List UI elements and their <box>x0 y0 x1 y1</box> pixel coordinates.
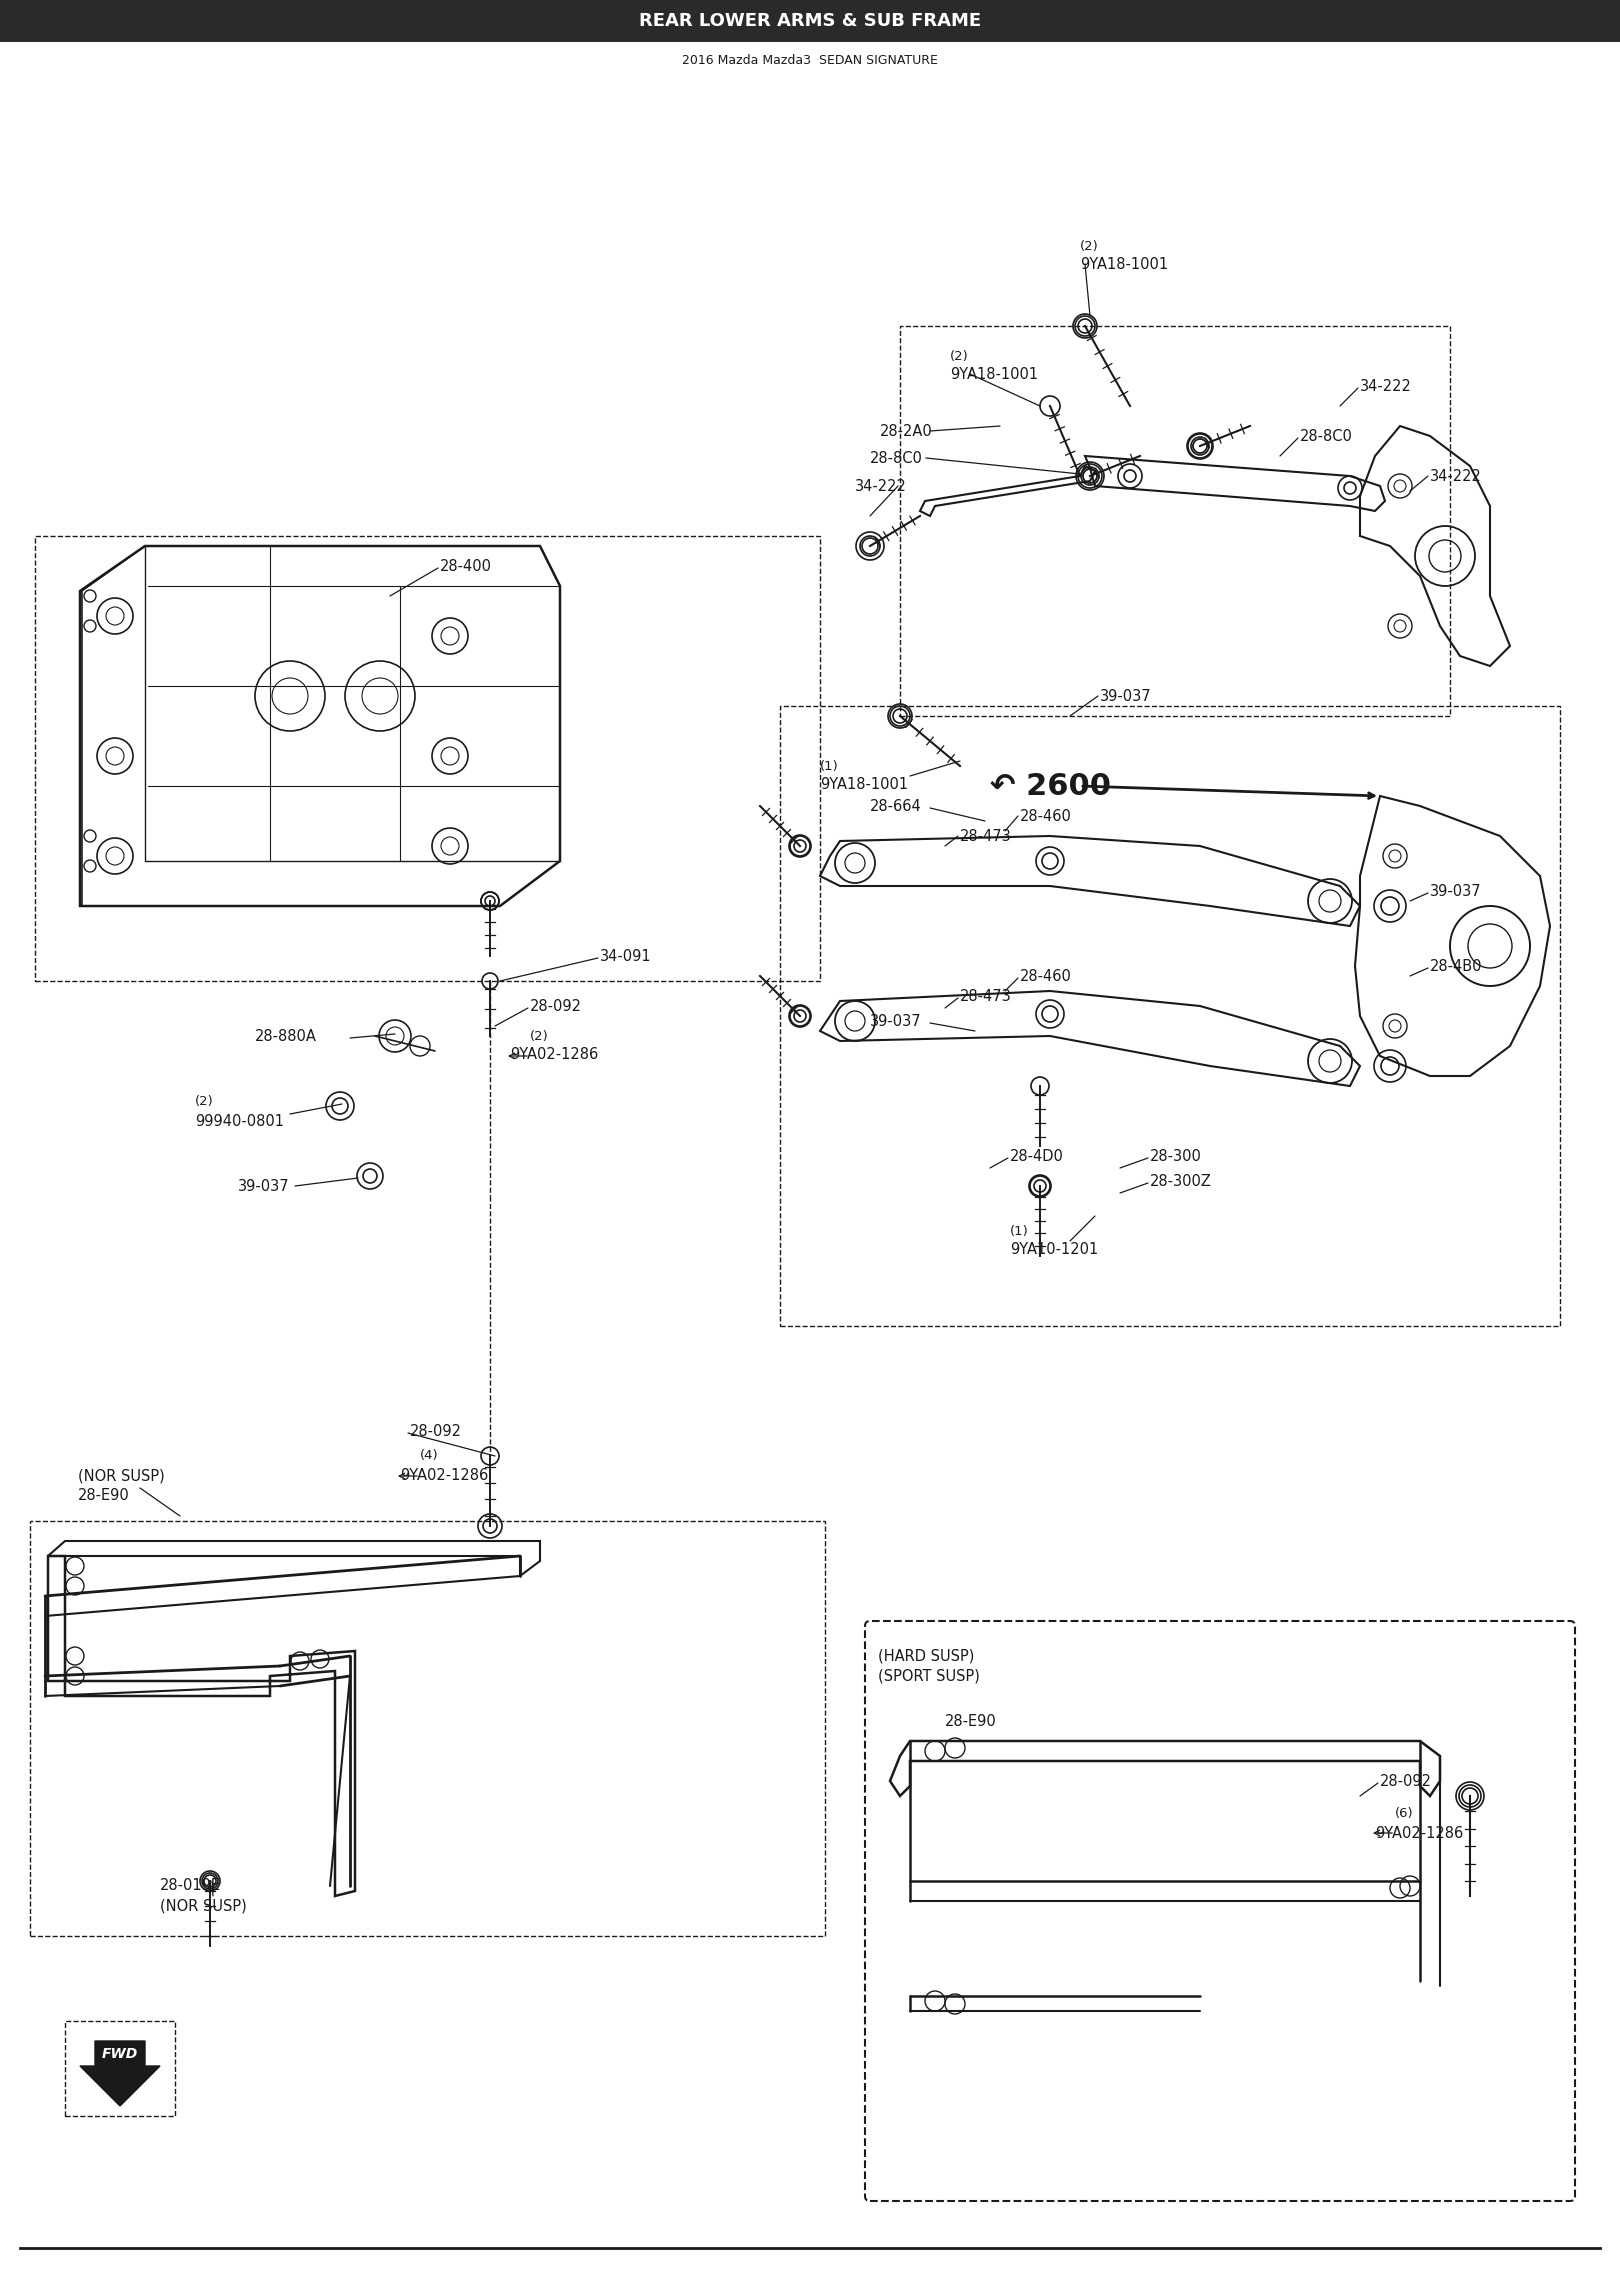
Text: 28-092: 28-092 <box>530 999 582 1013</box>
Text: 99940-0801: 99940-0801 <box>194 1113 284 1129</box>
Bar <box>779 706 1560 1327</box>
Text: 9YA10-1201: 9YA10-1201 <box>1009 1240 1098 1256</box>
Text: 28-300Z: 28-300Z <box>1150 1174 1212 1188</box>
Bar <box>65 2021 175 2117</box>
Text: (4): (4) <box>420 1450 439 1463</box>
Text: 39-037: 39-037 <box>870 1013 922 1029</box>
Text: 28-400: 28-400 <box>441 558 492 574</box>
Text: 28-8C0: 28-8C0 <box>1299 428 1353 444</box>
Text: (NOR SUSP): (NOR SUSP) <box>78 1468 165 1484</box>
Text: 2016 Mazda Mazda3  SEDAN SIGNATURE: 2016 Mazda Mazda3 SEDAN SIGNATURE <box>682 55 938 66</box>
Text: (6): (6) <box>1395 1807 1414 1821</box>
Bar <box>901 325 1450 717</box>
Text: 28-8C0: 28-8C0 <box>870 451 923 467</box>
Text: 9YA18-1001: 9YA18-1001 <box>1081 257 1168 271</box>
Text: (1): (1) <box>820 760 839 772</box>
Text: (SPORT SUSP): (SPORT SUSP) <box>878 1668 980 1684</box>
Text: (2): (2) <box>194 1095 214 1108</box>
Text: 28-460: 28-460 <box>1021 970 1072 983</box>
Text: 39-037: 39-037 <box>1100 690 1152 703</box>
Text: 28-4B0: 28-4B0 <box>1430 958 1482 974</box>
Bar <box>36 537 820 981</box>
Text: 28-019E: 28-019E <box>160 1878 220 1894</box>
Text: 39-037: 39-037 <box>238 1179 290 1193</box>
Text: 28-E90: 28-E90 <box>944 1714 996 1727</box>
Text: (2): (2) <box>949 351 969 362</box>
Text: (HARD SUSP): (HARD SUSP) <box>878 1648 974 1664</box>
Text: 28-300: 28-300 <box>1150 1149 1202 1163</box>
Text: 28-4D0: 28-4D0 <box>1009 1149 1064 1163</box>
Text: 9YA02-1286: 9YA02-1286 <box>510 1047 598 1061</box>
Text: 28-664: 28-664 <box>870 799 922 813</box>
Text: 28-473: 28-473 <box>961 828 1012 844</box>
Polygon shape <box>79 2042 160 2105</box>
Text: (NOR SUSP): (NOR SUSP) <box>160 1898 246 1914</box>
Text: 39-037: 39-037 <box>1430 883 1482 899</box>
Text: 9YA02-1286: 9YA02-1286 <box>400 1468 488 1484</box>
Text: 28-2A0: 28-2A0 <box>880 423 933 439</box>
Text: 28-460: 28-460 <box>1021 808 1072 824</box>
Text: ↶ 2600: ↶ 2600 <box>990 772 1111 801</box>
Text: 9YA18-1001: 9YA18-1001 <box>820 776 909 792</box>
Text: 34-222: 34-222 <box>855 478 907 494</box>
Text: FWD: FWD <box>102 2046 138 2062</box>
Text: (1): (1) <box>1009 1224 1029 1238</box>
Text: (2): (2) <box>1081 239 1098 253</box>
Text: 34-091: 34-091 <box>599 949 651 963</box>
Text: REAR LOWER ARMS & SUB FRAME: REAR LOWER ARMS & SUB FRAME <box>638 11 982 30</box>
Text: 28-880A: 28-880A <box>254 1029 318 1042</box>
Text: 28-473: 28-473 <box>961 988 1012 1004</box>
Text: 9YA02-1286: 9YA02-1286 <box>1375 1828 1463 1841</box>
Text: 28-E90: 28-E90 <box>78 1489 130 1504</box>
Text: 34-222: 34-222 <box>1430 469 1482 483</box>
Text: (2): (2) <box>530 1029 549 1042</box>
Bar <box>31 1520 825 1937</box>
Text: 9YA18-1001: 9YA18-1001 <box>949 366 1038 382</box>
Text: 28-092: 28-092 <box>1380 1773 1432 1789</box>
Text: 34-222: 34-222 <box>1361 378 1413 394</box>
Text: 28-092: 28-092 <box>410 1422 462 1438</box>
Bar <box>0 0 1620 41</box>
